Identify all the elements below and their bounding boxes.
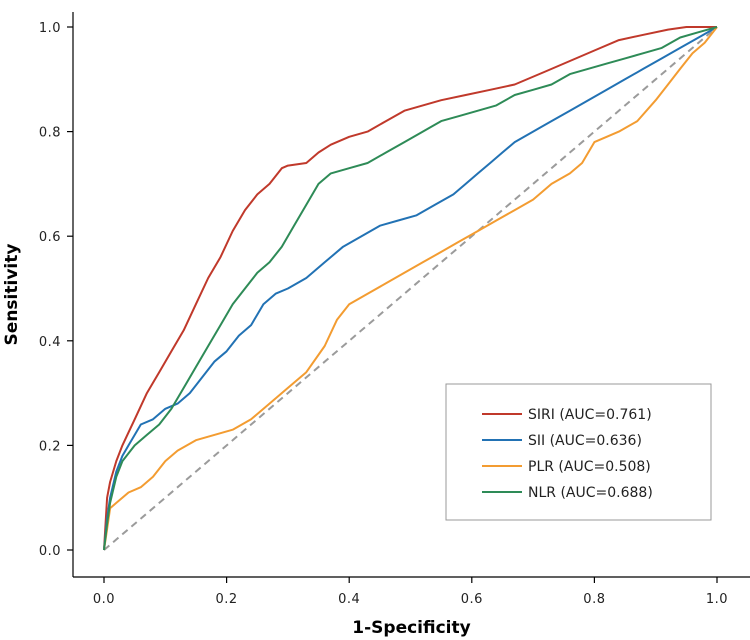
legend-label-3: NLR (AUC=0.688): [528, 485, 653, 501]
y-tick-label: 0.6: [39, 230, 61, 245]
y-tick-label: 1.0: [39, 21, 61, 36]
x-tick-label: 1.0: [706, 592, 728, 607]
plot-area: 0.0 0.2 0.4 0.6 0.8 1.0 0.0 0.2 0.4 0.6 0.8 1.0: [39, 12, 750, 607]
x-tick-label: 0.6: [461, 592, 483, 607]
x-axis-title: 1-Specificity: [352, 618, 470, 638]
y-tick-label: 0.8: [39, 126, 61, 141]
x-tick-label: 0.8: [583, 592, 605, 607]
x-tick-label: 0.2: [216, 592, 238, 607]
y-tick-label: 0.4: [39, 335, 61, 350]
legend-label-0: SIRI (AUC=0.761): [528, 407, 652, 423]
axis-ticks: 0.0 0.2 0.4 0.6 0.8 1.0 0.0 0.2 0.4 0.6 0.8 1.0: [39, 21, 728, 607]
reference-diagonal: [103, 26, 718, 551]
y-tick-label: 0.2: [39, 439, 61, 454]
series-line-1: [103, 26, 718, 551]
legend-box: [445, 383, 712, 521]
series-line-2: [103, 26, 718, 551]
x-tick-label: 0.0: [93, 592, 115, 607]
legend: SIRI (AUC=0.761) SII (AUC=0.636) PLR (AUC=…: [445, 383, 712, 521]
y-tick-label: 0.0: [39, 544, 61, 559]
x-tick-label: 0.4: [338, 592, 360, 607]
roc-curves: [103, 26, 718, 551]
legend-label-2: PLR (AUC=0.508): [528, 459, 651, 475]
series-line-3: [103, 26, 718, 551]
y-axis-title: Sensitivity: [2, 244, 22, 346]
series-line-0: [103, 26, 717, 551]
legend-label-1: SII (AUC=0.636): [528, 433, 642, 449]
